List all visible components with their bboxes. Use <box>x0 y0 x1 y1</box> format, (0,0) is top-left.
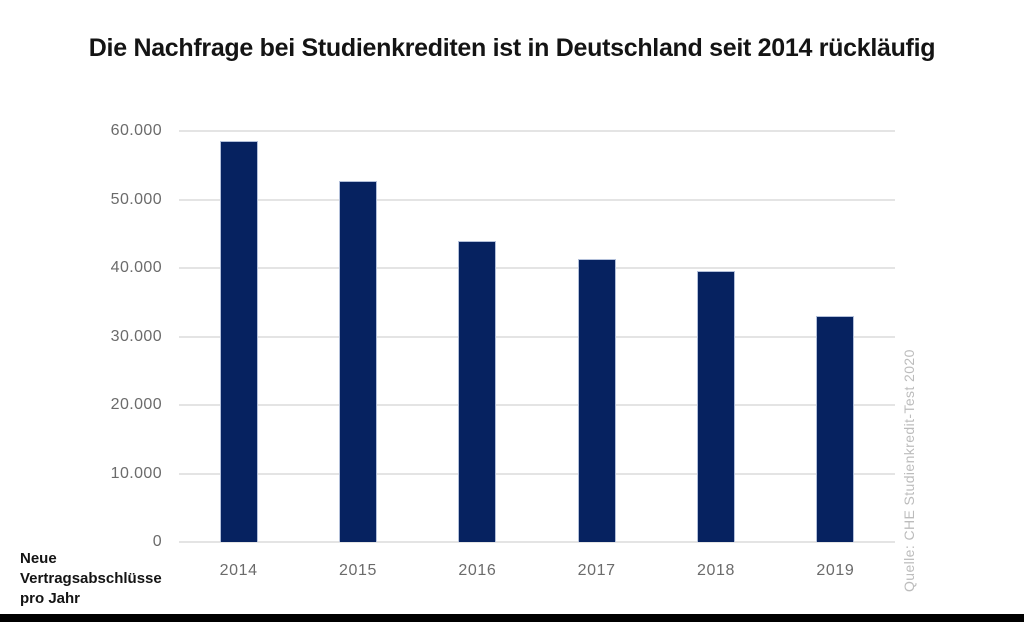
y-axis-caption: Neue Vertragsabschlüsse pro Jahr <box>20 550 162 607</box>
x-tick-label: 2016 <box>458 562 497 579</box>
gridline <box>179 130 895 132</box>
bar-2014 <box>219 141 258 542</box>
bar-2019 <box>816 315 855 542</box>
bar-2016 <box>458 240 497 542</box>
y-tick-label: 0 <box>152 533 162 550</box>
gridline <box>179 198 895 201</box>
gridline <box>179 472 895 475</box>
chart-title: Die Nachfrage bei Studienkrediten ist in… <box>88 34 936 62</box>
x-tick-label: 2018 <box>697 562 735 579</box>
bar-2015 <box>339 181 377 542</box>
x-tick-label: 2017 <box>577 562 616 579</box>
x-tick-label: 2014 <box>219 562 258 579</box>
y-tick-label: 20.000 <box>110 396 162 413</box>
gridline <box>179 404 895 406</box>
gridline <box>179 335 895 338</box>
bar-2018 <box>697 270 735 542</box>
y-tick-label: 10.000 <box>110 464 162 482</box>
gridline <box>179 267 895 269</box>
x-tick-label: 2015 <box>339 562 377 579</box>
source-credit: Quelle: CHE Studienkredit-Test 2020 <box>901 349 917 592</box>
y-tick-label: 40.000 <box>110 259 162 276</box>
bottom-border-strip <box>0 614 1024 622</box>
gridline <box>179 541 895 543</box>
y-tick-label: 50.000 <box>110 190 162 208</box>
x-tick-label: 2019 <box>816 562 855 579</box>
y-tick-label: 30.000 <box>110 327 162 345</box>
bar-2017 <box>577 259 616 542</box>
y-tick-label: 60.000 <box>110 122 162 139</box>
